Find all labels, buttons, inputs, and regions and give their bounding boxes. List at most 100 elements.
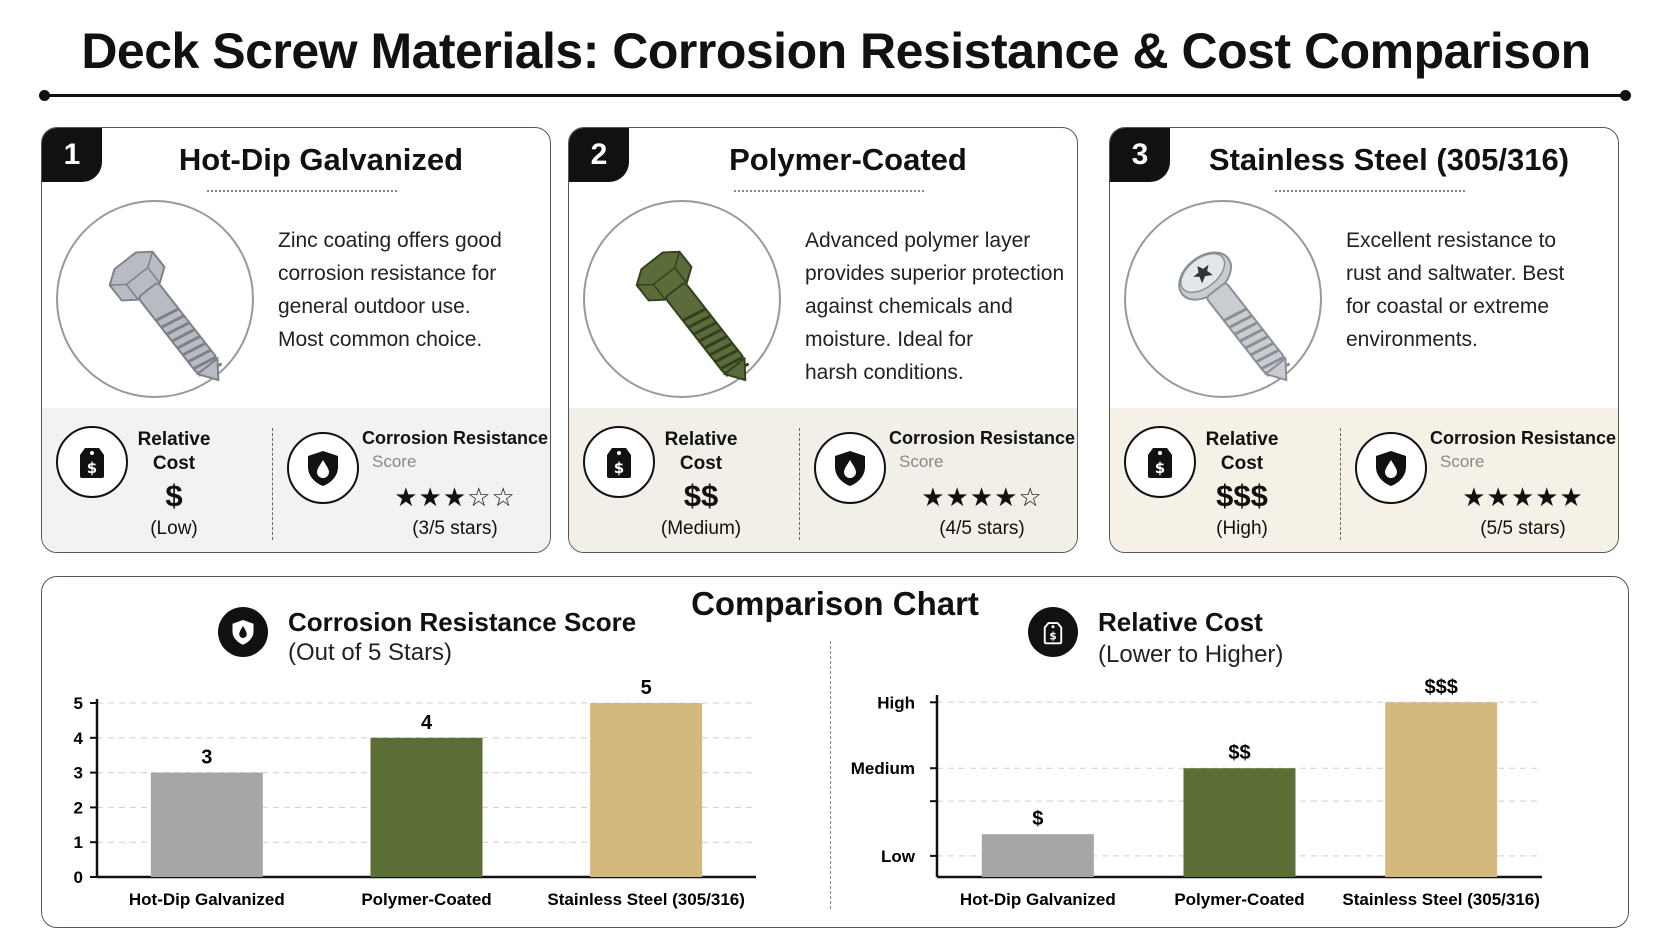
star-filled-icon: ★ [1486,482,1511,512]
x-category-label: Hot-Dip Galvanized [960,890,1116,909]
star-filled-icon: ★ [1535,482,1560,512]
bar-data-label: 3 [201,747,212,769]
relative-cost-label-line: Cost [152,453,196,474]
cost-bar-chart: Low Medium High $ Hot-Dip Galvanized $$ Polyme… [851,676,1542,909]
title-underline [1275,190,1465,192]
card-number-badge: 1 [42,128,102,182]
description-line: against chemicals and [805,295,1013,318]
y-tick-label: 2 [74,798,83,817]
corrosion-score-label: Score [899,452,944,471]
relative-cost-label-line: Relative [664,429,738,450]
card-title: Hot-Dip Galvanized [178,142,464,177]
star-empty-icon: ☆ [467,482,492,512]
corrosion-bar-chart: 0 1 2 3 4 5 3 Hot-Dip Galvanized 4 Polymer-Coated… [74,677,756,909]
corrosion-resistance-label: Corrosion Resistance [1429,428,1617,448]
star-rating-text: (5/5 stars) [1480,518,1566,539]
description-line: corrosion resistance for [278,262,497,285]
y-tick-label: 4 [74,729,84,748]
y-tick-label: High [877,693,915,712]
star-filled-icon: ★ [921,482,946,512]
cost-level: (Low) [150,518,198,539]
star-rating-text: (4/5 stars) [939,518,1025,539]
torx-pan-head-screw-icon [1124,200,1322,398]
cost-level: (Medium) [660,518,742,539]
star-rating-text: (3/5 stars) [412,518,498,539]
y-tick-label: 0 [74,868,83,887]
relative-cost-label-line: Relative [137,429,211,450]
star-filled-icon: ★ [969,482,995,512]
star-filled-icon: ★ [442,482,468,512]
shield-drop-icon [814,432,886,504]
star-filled-icon: ★ [1510,482,1536,512]
y-tick-label: 1 [74,833,83,852]
svg-text:$: $ [614,459,624,477]
card-description: Excellent resistance to rust and saltwate… [1346,224,1612,356]
star-filled-icon: ★ [994,482,1019,512]
card-number-badge: 3 [1110,128,1170,182]
card-stats: $ Relative Cost $$$ (High) Corrosion Resistan… [1110,408,1618,552]
corrosion-chart-title: Corrosion Resistance Score [288,607,637,637]
x-category-label: Hot-Dip Galvanized [129,890,285,909]
shield-drop-icon [218,607,268,657]
star-filled-icon: ★ [945,482,970,512]
chart-panel-title: Comparison Chart [691,585,979,622]
star-filled-icon: ★ [1462,482,1487,512]
cost-symbol: $$ [683,478,719,513]
title-rule [39,90,1631,101]
corrosion-resistance-label: Corrosion Resistance [888,428,1076,448]
relative-cost-label-line: Relative [1205,429,1279,450]
price-tag-icon: $ [56,426,128,498]
star-filled-icon: ★ [394,482,419,512]
star-empty-icon: ☆ [1018,482,1043,512]
relative-cost-label: Relative Cost [1202,428,1282,476]
star-rating: ★★★★★ [1428,482,1618,513]
svg-text:$: $ [87,459,97,477]
corrosion-score-label: Score [1440,452,1485,471]
x-category-label: Stainless Steel (305/316) [1342,890,1540,909]
chart-divider [830,641,831,909]
svg-text:$: $ [1049,631,1056,643]
bar-2 [370,737,483,877]
cost-symbol: $$$ [1216,478,1268,513]
card-stats: $ Relative Cost $$ (Medium) Corrosion Resista… [569,408,1077,552]
y-tick-label: 3 [74,764,83,783]
price-tag-icon: $ [583,426,655,498]
bar-data-label: 4 [421,712,433,734]
y-tick-label: Low [881,847,916,866]
x-category-label: Polymer-Coated [361,890,491,909]
corrosion-resistance-label: Corrosion Resistance [361,428,549,448]
bar-2 [1183,768,1296,877]
bar-data-label: $$ [1228,742,1250,764]
bar-3 [1385,702,1498,877]
card-title: Polymer-Coated [729,142,967,177]
card-stats: $ Relative Cost $ (Low) Corrosion Resistance S… [42,408,550,552]
description-line: Advanced polymer layer [805,229,1031,252]
stats-divider [799,428,800,540]
relative-cost-label: Relative Cost [661,428,741,476]
bar-1 [981,834,1094,877]
svg-text:$: $ [1155,459,1165,477]
relative-cost-label-line: Cost [679,453,723,474]
product-card-3: 3 Stainless Steel (305/316) Excellent res… [1109,127,1619,553]
stats-divider [1340,428,1341,540]
comparison-chart-panel: Comparison Chart Corrosion Resistance Sc… [41,576,1629,928]
card-description: Zinc coating offers good corrosion resist… [278,224,544,356]
bar-1 [150,772,263,877]
y-tick-label: Medium [851,759,915,778]
cost-chart-title: Relative Cost [1098,607,1263,637]
description-line: general outdoor use. [278,295,471,318]
card-description: Advanced polymer layer provides superior … [805,224,1071,389]
title-underline [734,190,924,192]
stats-divider [272,428,273,540]
main-title: Deck Screw Materials: Corrosion Resistan… [81,23,1591,79]
bar-data-label: $ [1032,808,1043,830]
description-line: rust and saltwater. Best [1346,262,1565,285]
description-line: provides superior protection [805,262,1065,285]
star-rating: ★★★★☆ [887,482,1077,513]
description-line: harsh conditions. [805,361,964,384]
x-category-label: Polymer-Coated [1174,890,1304,909]
description-line: moisture. Ideal for [805,328,974,351]
star-empty-icon: ☆ [491,482,516,512]
product-card-2: 2 Polymer-Coated Advanced polymer layer pr… [568,127,1078,553]
star-rating: ★★★☆☆ [360,482,550,513]
